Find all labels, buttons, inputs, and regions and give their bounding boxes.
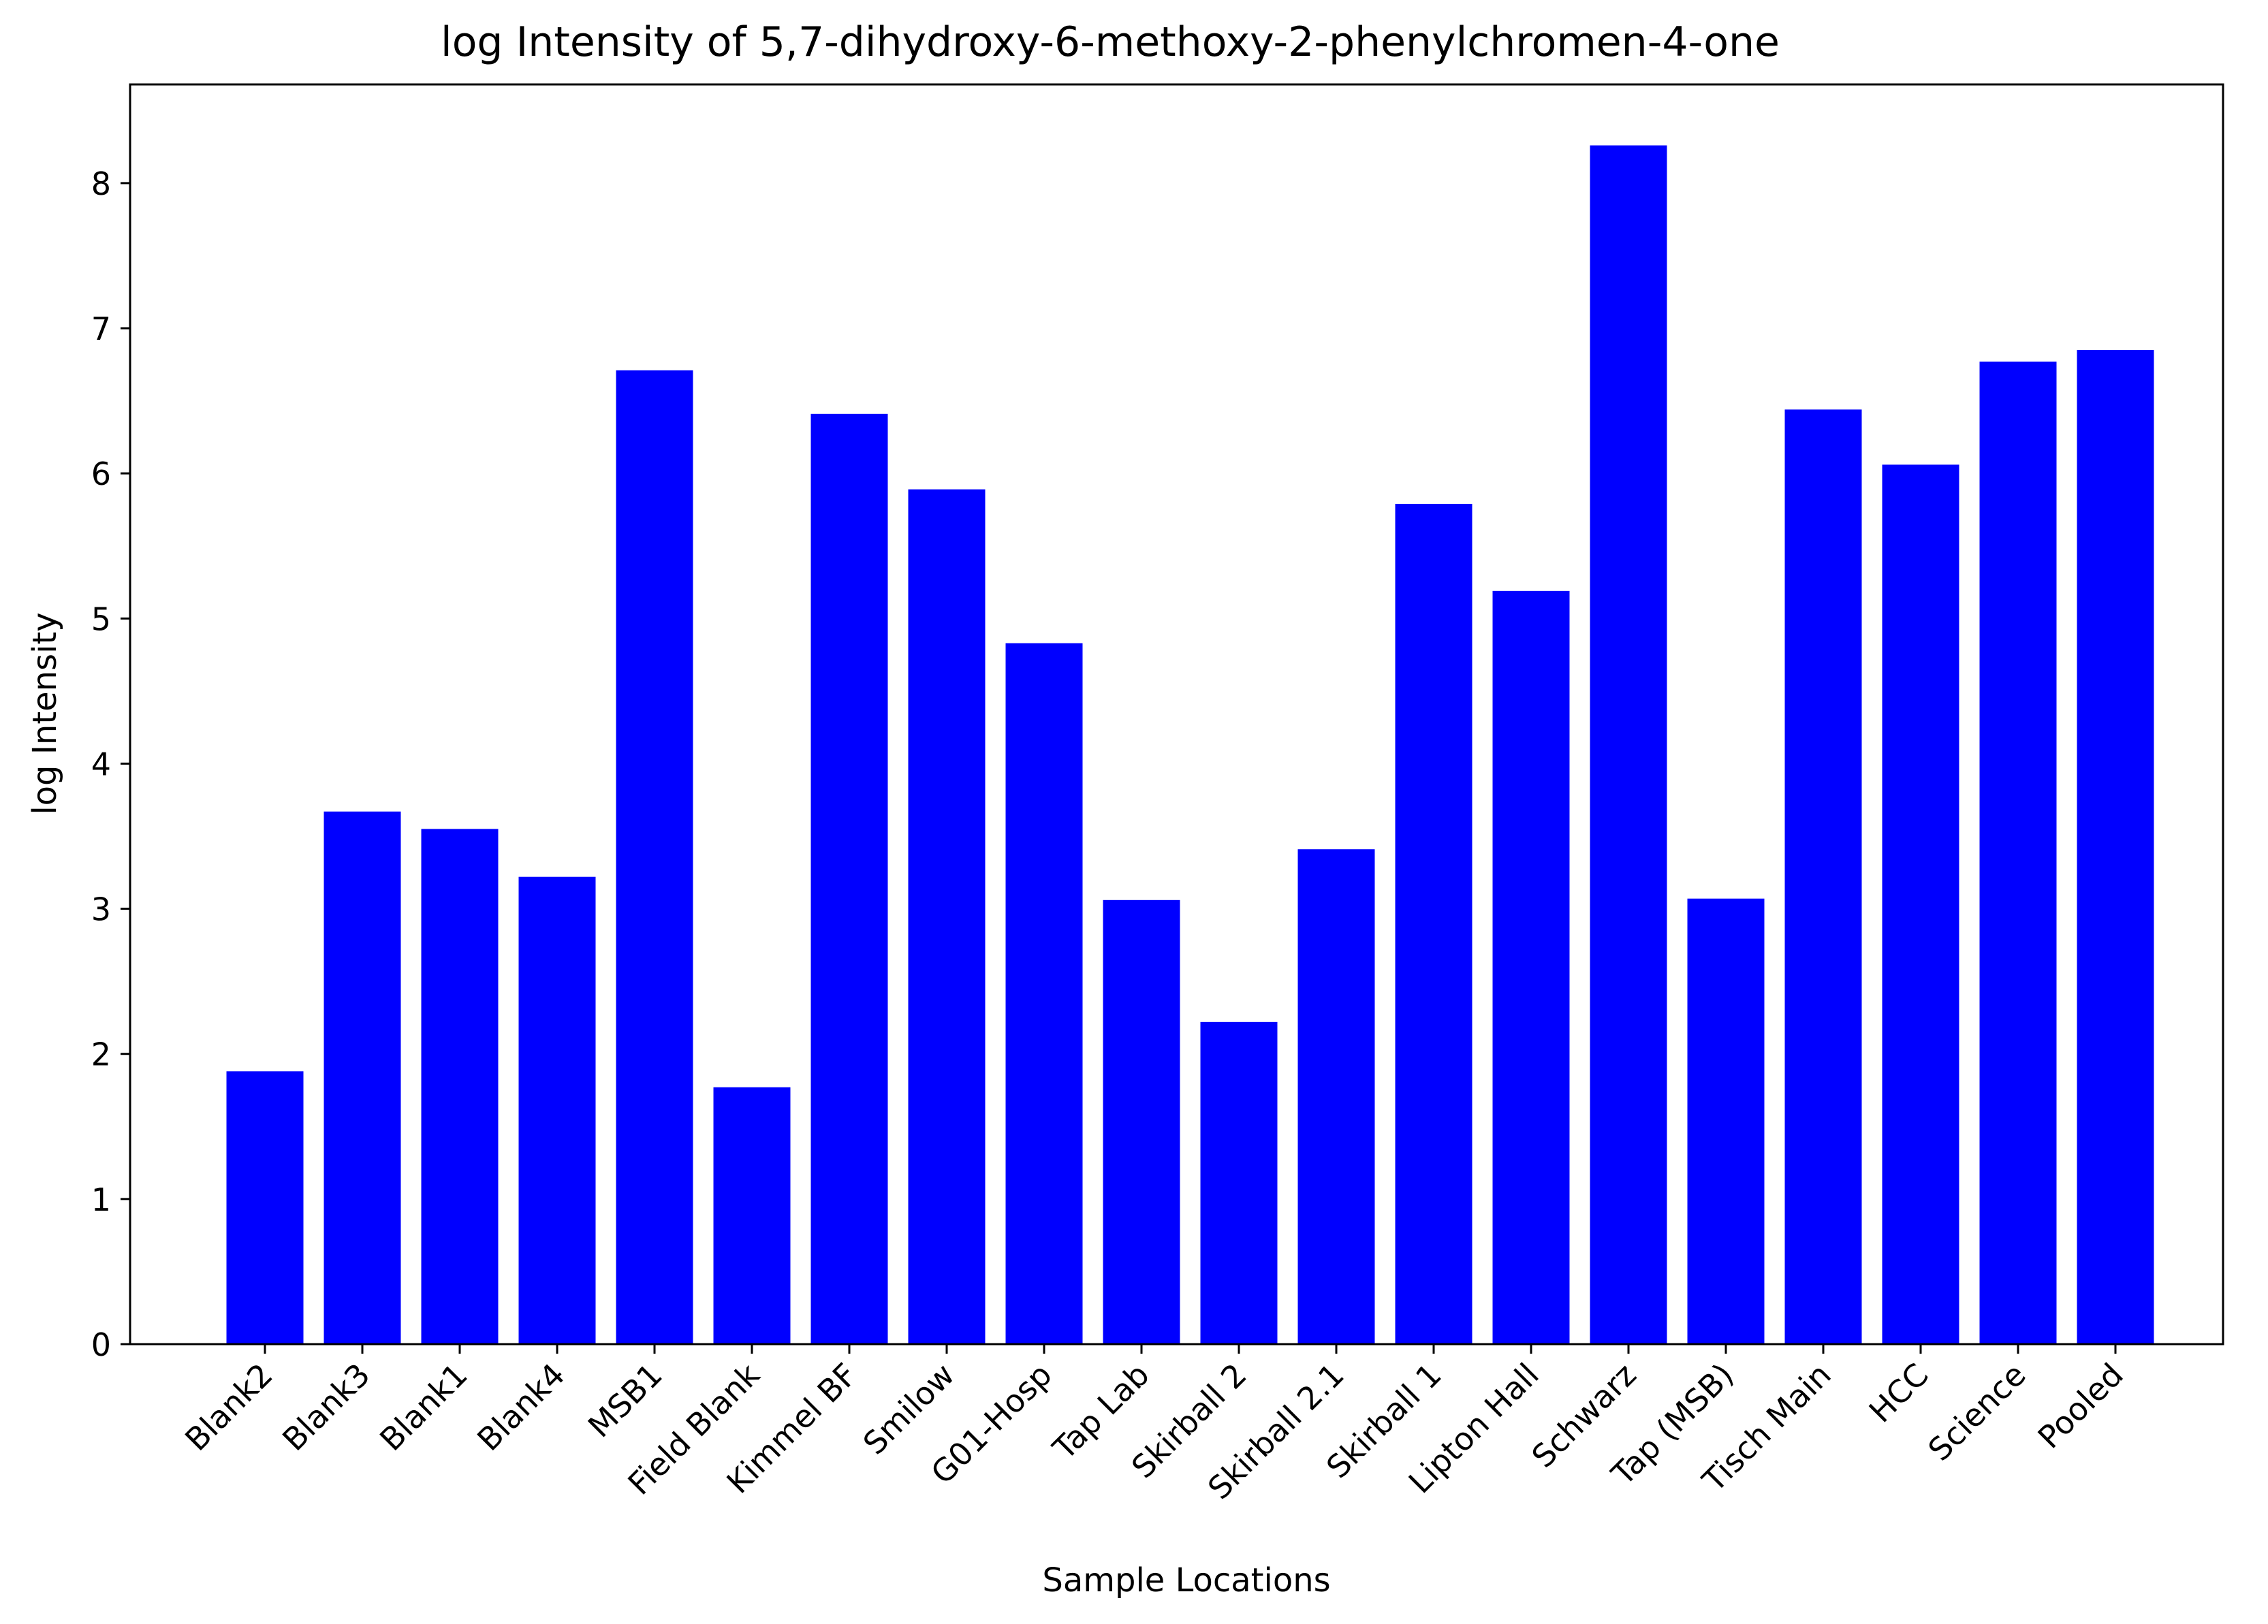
bar-field-blank bbox=[713, 1087, 791, 1344]
bar-hcc bbox=[1882, 464, 1959, 1344]
bar-schwarz bbox=[1590, 145, 1667, 1345]
bar-lipton-hall bbox=[1492, 590, 1570, 1344]
bar-blank4 bbox=[518, 876, 596, 1344]
chart-title: log Intensity of 5,7-dihydroxy-6-methoxy… bbox=[441, 18, 1780, 66]
x-axis-label: Sample Locations bbox=[1042, 1561, 1330, 1599]
bar-skirball-2 bbox=[1200, 1021, 1278, 1344]
bar-tap-msb bbox=[1687, 898, 1765, 1344]
bar-tap-lab bbox=[1103, 899, 1180, 1344]
bar-blank1 bbox=[421, 829, 499, 1344]
y-axis-ticks: 0 1 2 3 4 5 6 7 8 bbox=[91, 165, 130, 1363]
y-tick-label: 0 bbox=[91, 1326, 111, 1363]
y-tick-label: 2 bbox=[91, 1036, 111, 1073]
y-tick-label: 3 bbox=[91, 891, 111, 928]
y-tick-label: 8 bbox=[91, 165, 111, 202]
bar-science bbox=[1979, 362, 2057, 1345]
bar-blank2 bbox=[226, 1071, 304, 1344]
bar-skirball-2-1 bbox=[1297, 849, 1375, 1344]
y-tick-label: 5 bbox=[91, 601, 111, 637]
bar-kimmel-bf bbox=[810, 413, 888, 1344]
y-tick-label: 4 bbox=[91, 746, 111, 782]
y-axis-label: log Intensity bbox=[26, 612, 64, 814]
bar-blank3 bbox=[324, 811, 401, 1344]
bar-msb1 bbox=[616, 370, 693, 1344]
bar-skirball-1 bbox=[1395, 503, 1472, 1344]
plot-area-frame bbox=[129, 83, 2224, 1346]
y-tick-label: 7 bbox=[91, 311, 111, 347]
bar-smilow bbox=[908, 489, 986, 1345]
bar-pooled bbox=[2077, 350, 2154, 1344]
bars-group bbox=[226, 145, 2154, 1345]
bar-g01-hosp bbox=[1005, 643, 1083, 1345]
y-tick-label: 1 bbox=[91, 1181, 111, 1218]
y-tick-label: 6 bbox=[91, 456, 111, 492]
bar-tisch-main bbox=[1784, 409, 1862, 1344]
